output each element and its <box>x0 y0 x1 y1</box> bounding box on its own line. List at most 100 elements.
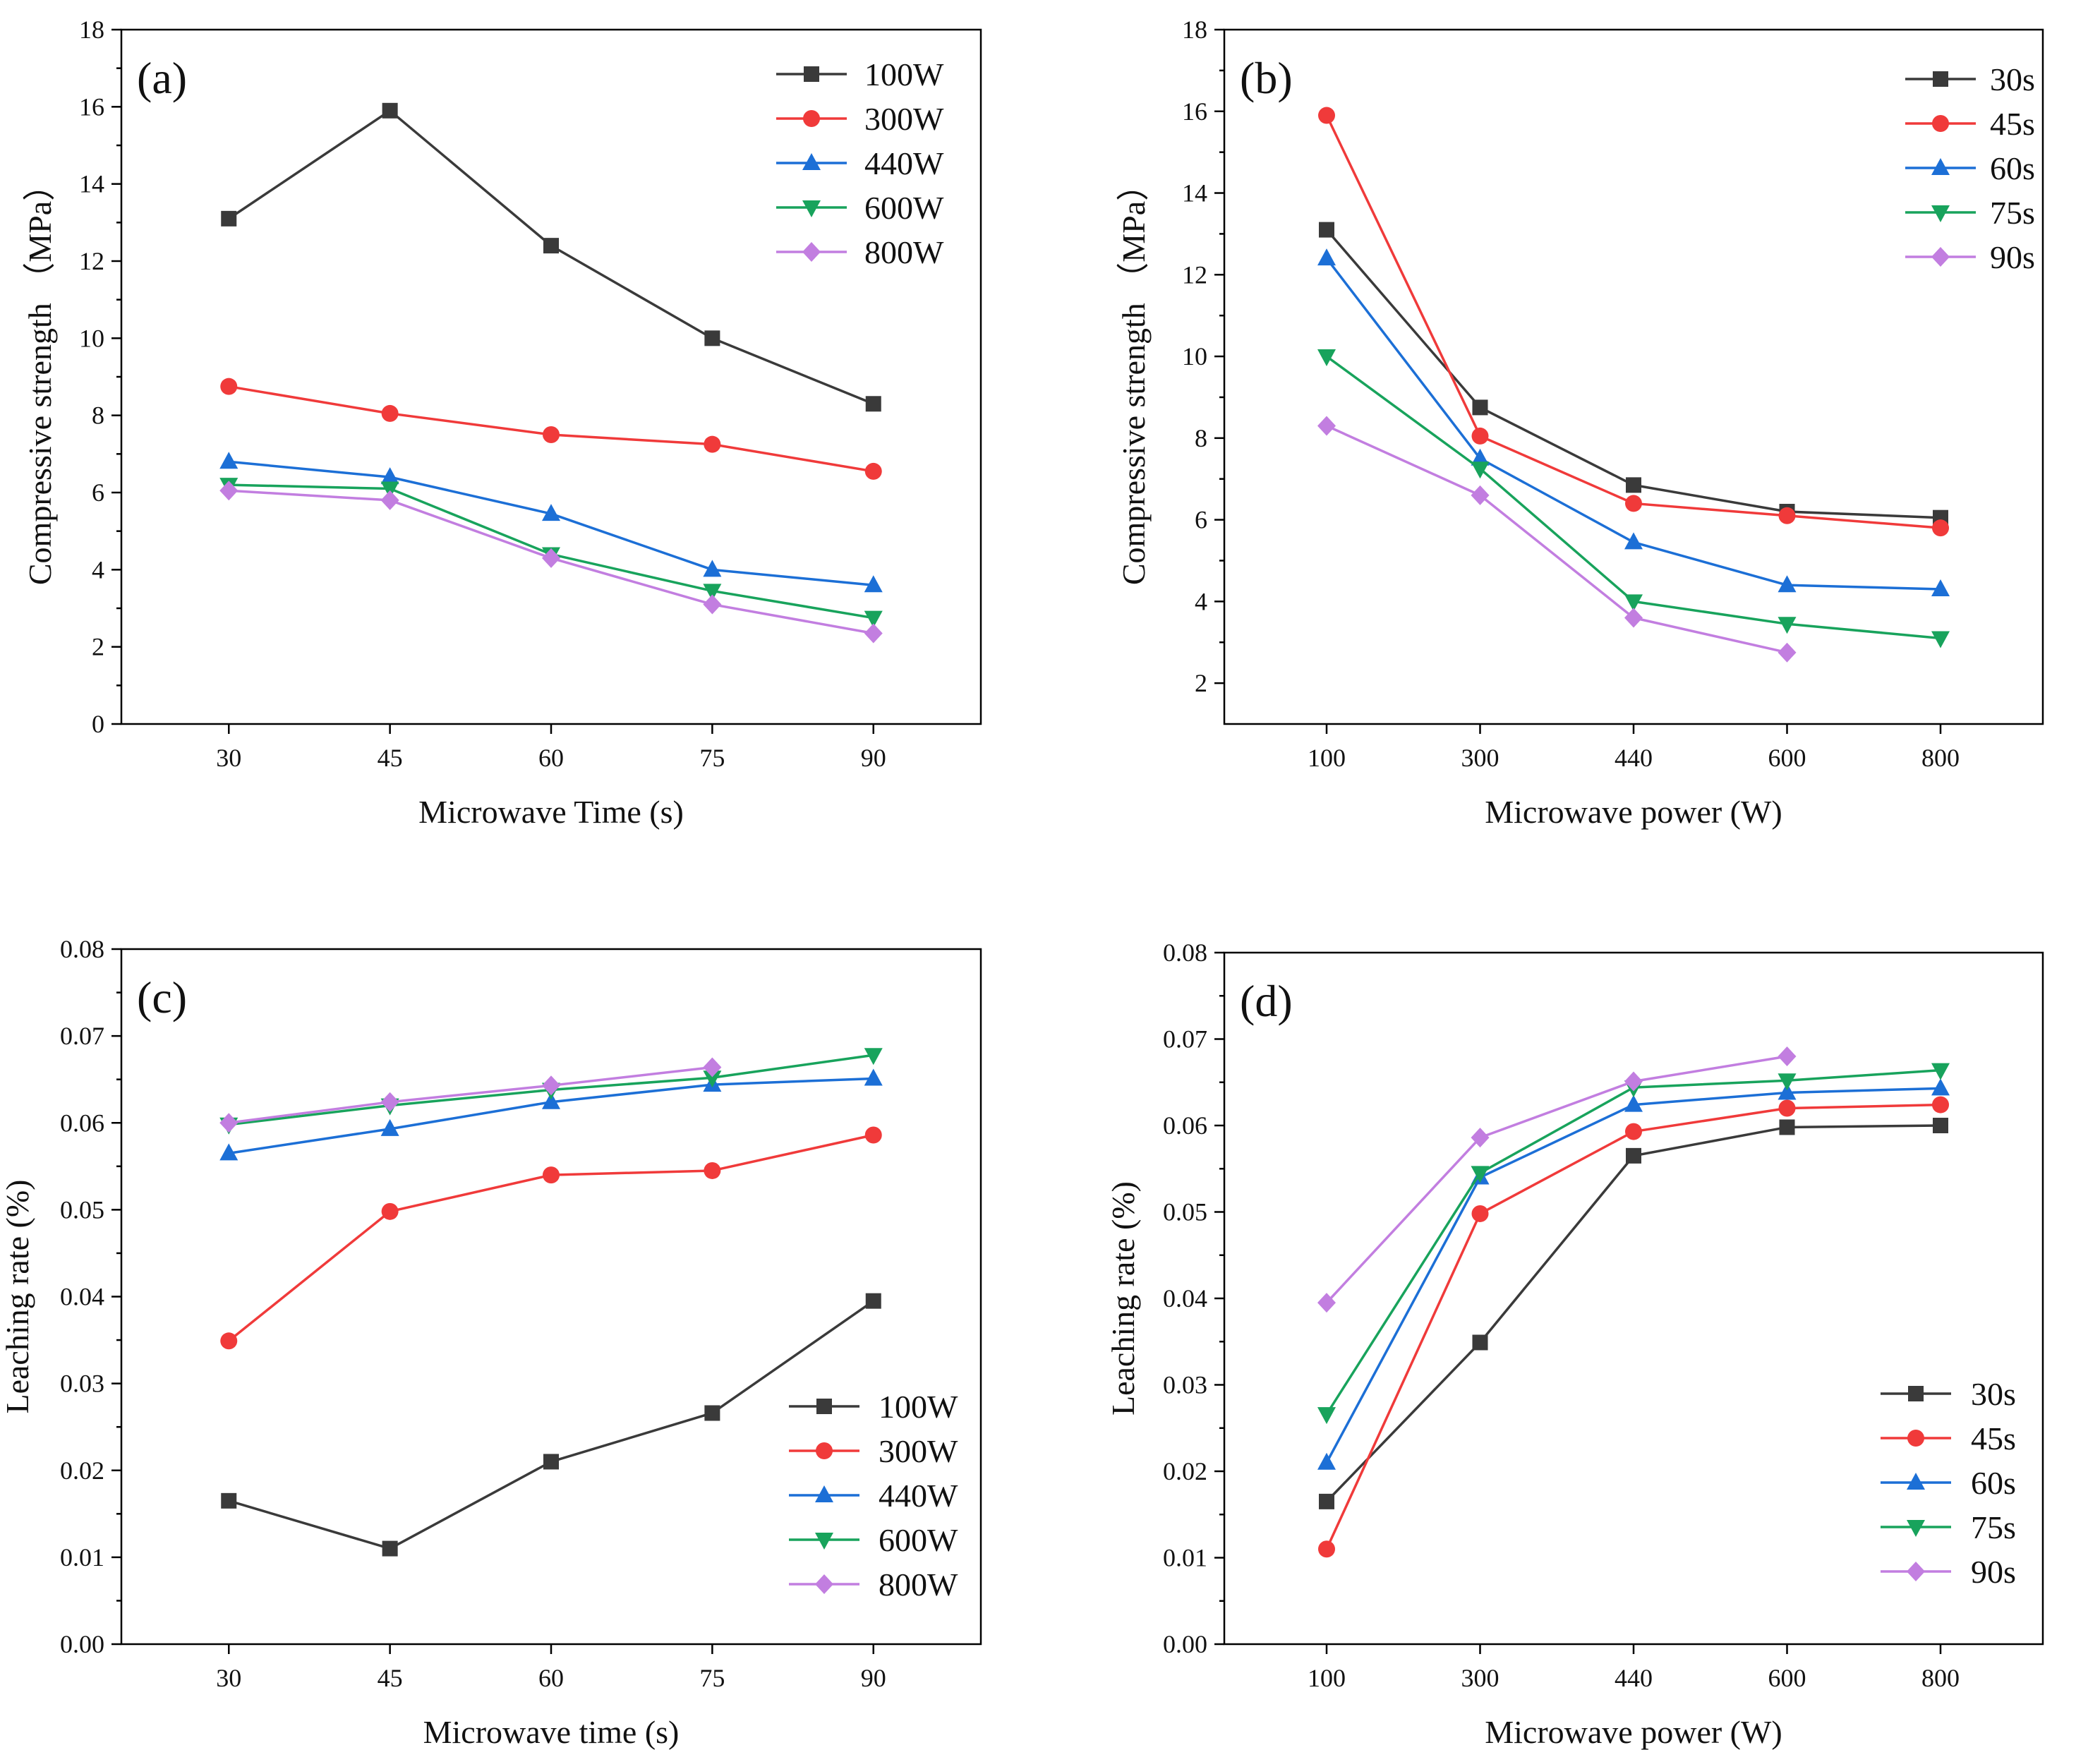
data-point <box>1317 1452 1336 1470</box>
data-point <box>542 504 560 521</box>
data-point <box>1472 1334 1488 1351</box>
legend-marker <box>1908 1386 1924 1401</box>
legend-label: 800W <box>864 234 944 270</box>
data-point <box>1318 1540 1335 1558</box>
legend-label: 800W <box>879 1567 958 1603</box>
x-axis-title: Microwave power (W) <box>1485 794 1782 830</box>
data-point <box>864 623 883 644</box>
x-tick-label: 45 <box>378 1664 403 1692</box>
x-axis-title: Microwave power (W) <box>1485 1714 1782 1750</box>
x-tick-label: 60 <box>538 744 564 772</box>
data-point <box>1319 222 1334 238</box>
data-point <box>382 102 398 119</box>
series-line <box>1325 1103 1941 1550</box>
data-point <box>703 1070 722 1088</box>
data-point <box>704 1161 721 1179</box>
legend-marker <box>816 1442 833 1459</box>
series-800W <box>219 481 883 644</box>
y-tick-label: 12 <box>79 247 104 275</box>
x-axis-title: Microwave time (s) <box>423 1714 680 1750</box>
data-point <box>543 238 559 254</box>
x-axis-title: Microwave Time (s) <box>418 794 684 830</box>
data-point <box>381 1202 399 1220</box>
y-tick-label: 0.02 <box>1163 1457 1207 1485</box>
data-point <box>1626 477 1641 493</box>
x-tick-label: 600 <box>1768 1664 1806 1692</box>
data-point <box>864 462 882 480</box>
data-point <box>703 594 722 615</box>
y-axis-title: Compressive strength （MPa） <box>22 169 58 585</box>
legend-label: 90s <box>1990 239 2035 275</box>
series-line <box>1326 424 1787 654</box>
legend-label: 60s <box>1971 1465 2016 1501</box>
series-100W <box>221 102 881 412</box>
y-tick-label: 0.01 <box>60 1543 104 1571</box>
data-point <box>1318 107 1335 124</box>
data-point <box>1471 1128 1490 1148</box>
data-point <box>1624 532 1643 550</box>
legend-label: 60s <box>1990 150 2035 186</box>
legend-label: 75s <box>1971 1509 2016 1545</box>
data-point <box>1471 461 1490 479</box>
data-point <box>1319 1493 1334 1509</box>
panel-label: (d) <box>1240 976 1293 1026</box>
data-point <box>865 396 881 412</box>
data-point <box>1472 399 1488 416</box>
data-point <box>1779 1119 1795 1135</box>
data-point <box>221 210 237 227</box>
series-100W <box>221 1293 881 1557</box>
x-tick-label: 440 <box>1615 744 1653 772</box>
x-tick-label: 440 <box>1615 1664 1653 1692</box>
data-point <box>380 467 399 485</box>
data-point <box>1624 608 1643 628</box>
y-tick-label: 8 <box>1195 424 1207 452</box>
data-point <box>704 330 720 346</box>
data-point <box>543 426 560 443</box>
data-point <box>380 481 399 499</box>
legend-label: 30s <box>1990 61 2035 97</box>
legend-marker <box>1907 1520 1925 1537</box>
legend-marker <box>815 1574 833 1594</box>
x-tick-label: 100 <box>1308 744 1346 772</box>
x-tick-label: 30 <box>216 1664 241 1692</box>
data-point <box>1778 1073 1797 1091</box>
y-tick-label: 0.00 <box>1163 1630 1207 1658</box>
data-point <box>1778 617 1797 634</box>
data-point <box>542 1075 560 1096</box>
series-line <box>228 109 874 405</box>
y-tick-label: 0.04 <box>60 1283 104 1311</box>
legend-marker <box>803 110 820 127</box>
data-point <box>1778 575 1797 593</box>
data-point <box>1778 1099 1796 1117</box>
y-tick-label: 0 <box>92 710 104 738</box>
legend-marker <box>1932 115 1949 132</box>
legend-label: 300W <box>879 1433 958 1469</box>
legend-marker <box>1931 247 1950 267</box>
y-tick-label: 0.07 <box>1163 1025 1207 1054</box>
data-point <box>1624 1071 1643 1092</box>
data-point <box>1317 416 1336 436</box>
x-tick-label: 60 <box>538 1664 564 1692</box>
legend-marker <box>816 1399 832 1414</box>
legend-label: 75s <box>1990 195 2035 231</box>
y-tick-label: 8 <box>92 402 104 430</box>
data-point <box>219 452 239 469</box>
data-point <box>864 610 883 628</box>
y-tick-label: 0.01 <box>1163 1544 1207 1572</box>
y-tick-label: 0.03 <box>1163 1371 1207 1399</box>
legend-marker <box>1907 1473 1925 1490</box>
legend-marker <box>1907 1562 1925 1581</box>
y-tick-label: 16 <box>1182 97 1207 126</box>
data-point <box>220 378 238 395</box>
data-point <box>703 1057 722 1078</box>
chart-panel-a: 0 2 4 6 8 10 12 14 16 18 30 45 60 75 90 Microwave Time … <box>22 16 982 830</box>
data-point <box>380 490 399 510</box>
y-tick-label: 16 <box>79 92 104 121</box>
y-tick-label: 0.08 <box>60 935 104 963</box>
y-tick-label: 4 <box>1195 587 1207 615</box>
series-line <box>1325 229 1941 519</box>
y-tick-label: 18 <box>79 16 104 44</box>
data-point <box>543 1454 559 1470</box>
data-point <box>381 404 399 422</box>
x-tick-label: 300 <box>1461 1664 1499 1692</box>
